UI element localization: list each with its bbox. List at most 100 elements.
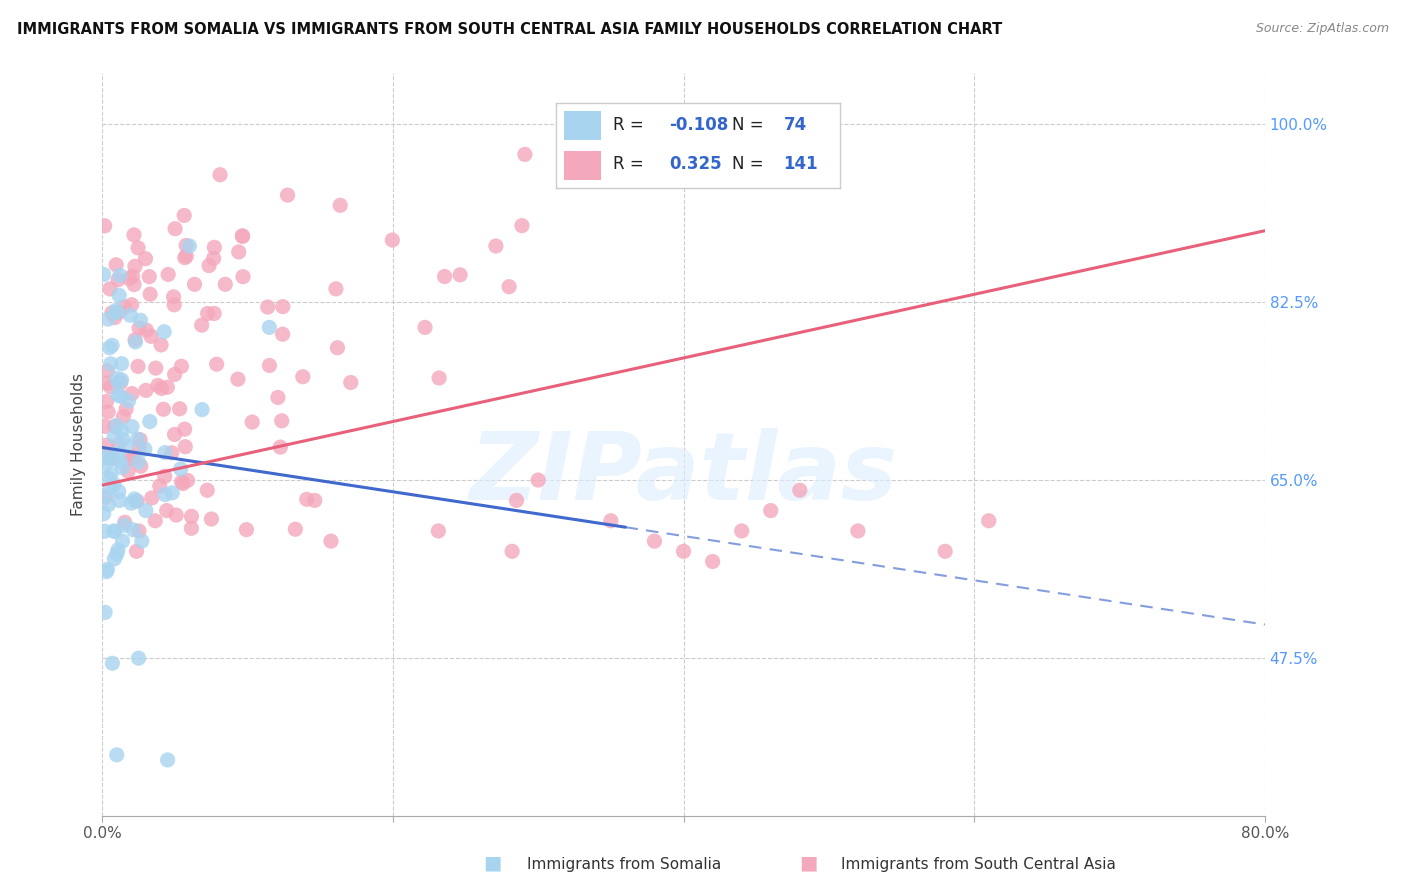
Point	[202, 252, 225, 266]
Point	[139, 415, 162, 429]
Point	[93, 507, 115, 521]
Point	[160, 486, 183, 500]
Point	[319, 534, 342, 549]
Point	[153, 469, 176, 483]
Point	[134, 442, 156, 456]
Point	[97, 312, 120, 326]
Point	[527, 473, 550, 487]
Point	[143, 514, 166, 528]
Point	[169, 462, 191, 476]
Point	[190, 318, 212, 332]
Point	[271, 327, 294, 342]
Point	[139, 329, 162, 343]
Point	[759, 503, 782, 517]
Point	[284, 522, 307, 536]
Point	[789, 483, 811, 498]
Point	[205, 357, 228, 371]
Point	[180, 521, 202, 535]
Point	[173, 209, 195, 223]
Point	[170, 359, 193, 374]
Point	[94, 491, 117, 505]
Point	[146, 378, 169, 392]
Point	[101, 657, 124, 671]
Point	[98, 341, 121, 355]
Point	[135, 323, 157, 337]
Point	[256, 300, 278, 314]
Point	[209, 168, 232, 182]
Point	[93, 459, 115, 474]
Point	[173, 422, 195, 436]
Point	[125, 544, 148, 558]
Point	[122, 227, 145, 242]
Point	[172, 476, 194, 491]
Point	[94, 606, 117, 620]
Point	[96, 394, 118, 409]
Point	[107, 388, 129, 402]
Point	[93, 219, 115, 233]
Point	[433, 269, 456, 284]
Point	[131, 534, 153, 549]
Point	[118, 271, 141, 285]
Point	[112, 300, 135, 314]
Point	[105, 418, 128, 433]
Point	[329, 198, 352, 212]
Point	[702, 554, 724, 568]
Point	[510, 219, 533, 233]
Point	[127, 359, 149, 374]
Point	[156, 753, 179, 767]
Point	[108, 268, 131, 283]
Point	[104, 419, 127, 434]
Point	[110, 389, 132, 403]
Point	[174, 440, 197, 454]
Point	[121, 298, 143, 312]
Point	[179, 239, 201, 253]
Point	[176, 474, 198, 488]
Point	[107, 484, 129, 499]
Point	[135, 503, 157, 517]
Text: ■: ■	[799, 854, 818, 872]
Y-axis label: Family Households: Family Households	[72, 373, 86, 516]
Point	[107, 542, 129, 557]
Point	[152, 402, 174, 417]
Point	[197, 306, 219, 320]
Point	[672, 544, 695, 558]
Point	[174, 238, 197, 252]
Point	[165, 508, 187, 522]
Point	[96, 562, 118, 576]
Text: Source: ZipAtlas.com: Source: ZipAtlas.com	[1256, 22, 1389, 36]
Point	[198, 259, 221, 273]
Text: Immigrants from Somalia: Immigrants from Somalia	[527, 857, 721, 872]
Point	[93, 450, 115, 464]
Point	[97, 498, 120, 512]
Text: Immigrants from South Central Asia: Immigrants from South Central Asia	[841, 857, 1116, 872]
Point	[105, 547, 128, 561]
Point	[108, 305, 131, 319]
Point	[108, 437, 131, 451]
Point	[135, 384, 157, 398]
Point	[128, 440, 150, 454]
Point	[111, 460, 134, 475]
Point	[259, 359, 281, 373]
Point	[105, 747, 128, 762]
Text: IMMIGRANTS FROM SOMALIA VS IMMIGRANTS FROM SOUTH CENTRAL ASIA FAMILY HOUSEHOLDS : IMMIGRANTS FROM SOMALIA VS IMMIGRANTS FR…	[17, 22, 1002, 37]
Point	[156, 503, 179, 517]
Point	[162, 290, 184, 304]
Point	[103, 524, 125, 538]
Point	[128, 524, 150, 538]
Point	[163, 368, 186, 382]
Point	[934, 544, 956, 558]
Point	[326, 341, 349, 355]
Point	[115, 402, 138, 417]
Point	[96, 565, 118, 579]
Point	[153, 488, 176, 502]
Point	[111, 432, 134, 446]
Point	[291, 369, 314, 384]
Point	[94, 419, 117, 434]
Point	[271, 300, 294, 314]
Point	[110, 454, 132, 468]
Point	[97, 405, 120, 419]
Point	[270, 414, 292, 428]
Point	[643, 534, 665, 549]
Point	[93, 268, 115, 282]
Point	[160, 446, 183, 460]
